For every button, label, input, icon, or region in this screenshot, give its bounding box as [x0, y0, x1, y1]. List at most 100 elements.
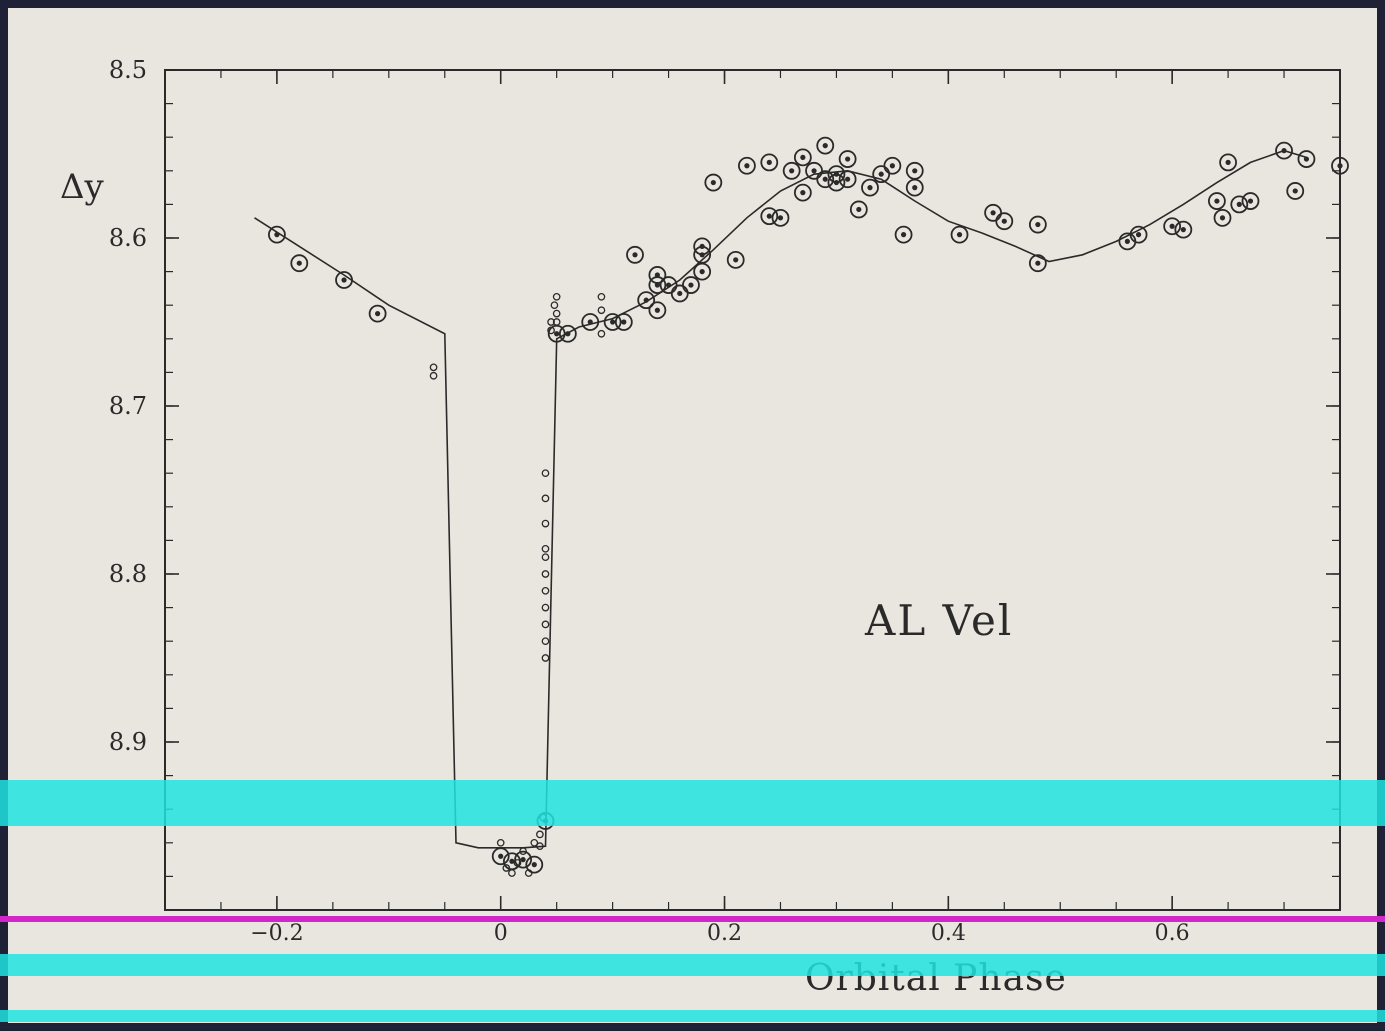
data-point-small [513, 859, 522, 867]
data-point-circled [1297, 150, 1316, 168]
data-point-circled [659, 276, 678, 294]
scanned-figure-background [8, 8, 1377, 1023]
data-point-circled [335, 271, 353, 289]
data-point-circled [1219, 153, 1237, 172]
data-point-circled [268, 225, 286, 244]
data-point-circled [838, 170, 857, 189]
data-point-small [429, 371, 438, 380]
data-point-small [541, 603, 550, 612]
data-point-circled [682, 276, 700, 294]
data-point-small [541, 544, 550, 553]
data-point-circled [626, 245, 644, 264]
data-point-small [541, 586, 550, 595]
data-point-small [541, 519, 550, 528]
data-point-small [550, 301, 559, 310]
x-tick-label: 0 [494, 921, 508, 946]
data-point-circled [1275, 141, 1293, 160]
data-point-small [519, 847, 527, 856]
data-point-circled [1028, 254, 1047, 273]
data-point-circled [1286, 182, 1305, 200]
y-tick-label: 8.5 [109, 56, 147, 84]
data-point-circled [805, 161, 823, 180]
scan-band-cyan-2 [0, 954, 1385, 976]
data-point-small [552, 292, 561, 301]
data-point-circled [782, 161, 801, 180]
data-point-circled [872, 165, 891, 184]
y-tick-label: 8.7 [109, 392, 147, 420]
data-point-circled [883, 156, 902, 175]
data-point-circled [1331, 156, 1349, 175]
data-point-circled [894, 225, 913, 244]
data-point-circled [693, 262, 712, 281]
scan-band-cyan-3 [0, 1010, 1385, 1022]
data-point-circled [704, 173, 723, 192]
data-point-circled [1163, 217, 1182, 236]
data-point-small [541, 637, 550, 646]
data-point-circled [726, 250, 745, 269]
data-point-circled [1208, 192, 1226, 210]
data-point-circled [950, 225, 969, 244]
data-point-circled [816, 170, 835, 189]
data-point-circled [984, 203, 1002, 222]
data-point-circled [368, 304, 387, 323]
data-point-circled [1241, 192, 1260, 210]
data-point-circled [905, 161, 924, 180]
data-point-circled [760, 207, 779, 226]
data-point-small [552, 318, 561, 326]
data-point-small [496, 838, 505, 847]
data-point-small [429, 363, 438, 372]
data-point-circled [693, 237, 712, 256]
data-point-small [536, 842, 544, 851]
x-tick-label: 0.6 [1155, 921, 1190, 946]
data-point-small [541, 570, 550, 578]
data-point-circled [793, 148, 812, 167]
data-point-circled [603, 313, 622, 331]
data-point-circled [670, 284, 689, 303]
data-point-circled [905, 178, 924, 197]
data-point-circled [290, 254, 309, 273]
scan-band-magenta [0, 916, 1385, 922]
data-point-circled [1230, 195, 1249, 214]
data-point-circled [827, 165, 846, 184]
y-axis-label: Δy [60, 167, 105, 207]
data-point-circled [614, 313, 633, 331]
data-point-small [597, 329, 606, 338]
model-curve [254, 149, 1307, 849]
data-point-small [536, 830, 544, 839]
data-point-circled [849, 200, 868, 219]
data-point-small [552, 309, 561, 318]
data-point-circled [838, 150, 857, 168]
data-point-small [597, 306, 606, 315]
data-point-circled [861, 178, 879, 197]
data-point-circled [793, 183, 812, 202]
data-point-circled [558, 324, 577, 343]
y-tick-label: 8.9 [109, 728, 147, 756]
data-point-circled [648, 301, 667, 320]
data-point-circled [760, 153, 779, 172]
data-point-circled [816, 136, 835, 155]
data-point-circled [771, 208, 790, 227]
data-point-small [547, 326, 555, 335]
data-point-circled [1213, 208, 1232, 227]
data-point-circled [491, 847, 510, 866]
plot-frame [164, 69, 1341, 911]
data-point-circled [738, 156, 756, 175]
data-point-circled [637, 291, 656, 310]
data-point-small [502, 864, 511, 872]
y-tick-label: 8.6 [109, 224, 147, 252]
data-point-circled [648, 276, 667, 294]
y-tick-label: 8.8 [109, 560, 147, 588]
data-point-small [541, 654, 550, 662]
data-point-small [547, 318, 555, 326]
data-point-small [530, 838, 539, 847]
data-point-small [524, 869, 533, 877]
data-point-small [541, 620, 550, 629]
data-point-circled [1028, 215, 1047, 234]
scan-band-cyan-1 [0, 780, 1385, 826]
data-point-small [541, 469, 550, 478]
data-point-circled [995, 212, 1014, 231]
data-point-circled [1174, 220, 1193, 239]
data-point-small [541, 494, 550, 503]
